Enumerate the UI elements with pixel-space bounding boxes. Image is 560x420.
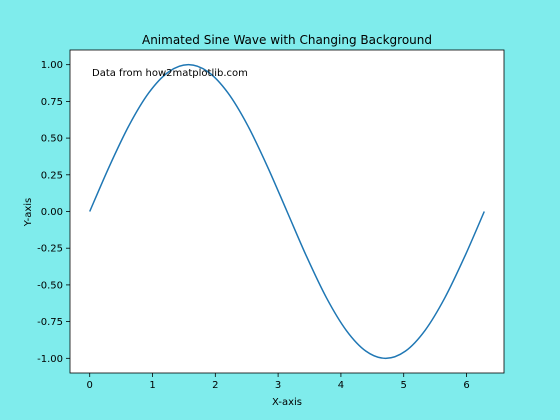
x-tick-label: 5 bbox=[401, 380, 407, 391]
x-tick-label: 4 bbox=[338, 380, 344, 391]
x-axis-label: X-axis bbox=[272, 397, 302, 408]
y-tick-label: -0.75 bbox=[37, 317, 63, 328]
y-tick-label: 0.00 bbox=[41, 207, 63, 218]
y-axis-label: Y-axis bbox=[23, 198, 34, 228]
y-tick-label: 0.25 bbox=[41, 170, 63, 181]
y-tick-label: 0.75 bbox=[41, 97, 63, 108]
x-tick-label: 1 bbox=[149, 380, 155, 391]
y-tick-label: -0.50 bbox=[37, 280, 63, 291]
x-tick-label: 2 bbox=[212, 380, 218, 391]
chart-title: Animated Sine Wave with Changing Backgro… bbox=[142, 33, 432, 47]
y-tick-label: -0.25 bbox=[37, 244, 63, 255]
chart-annotation: Data from how2matplotlib.com bbox=[92, 68, 248, 79]
x-tick-label: 6 bbox=[463, 380, 469, 391]
x-axis-ticks: 0 1 2 3 4 5 6 bbox=[87, 373, 470, 391]
y-axis-ticks: 1.00 0.75 0.50 0.25 0.00 -0.25 -0.50 -0.75 -1.00 bbox=[37, 60, 70, 365]
y-tick-label: -1.00 bbox=[37, 354, 63, 365]
plot-frame bbox=[69, 49, 505, 374]
x-tick-label: 0 bbox=[87, 380, 93, 391]
x-tick-label: 3 bbox=[275, 380, 281, 391]
series-line bbox=[89, 63, 485, 360]
y-tick-label: 1.00 bbox=[41, 60, 63, 71]
y-tick-label: 0.50 bbox=[41, 134, 63, 145]
